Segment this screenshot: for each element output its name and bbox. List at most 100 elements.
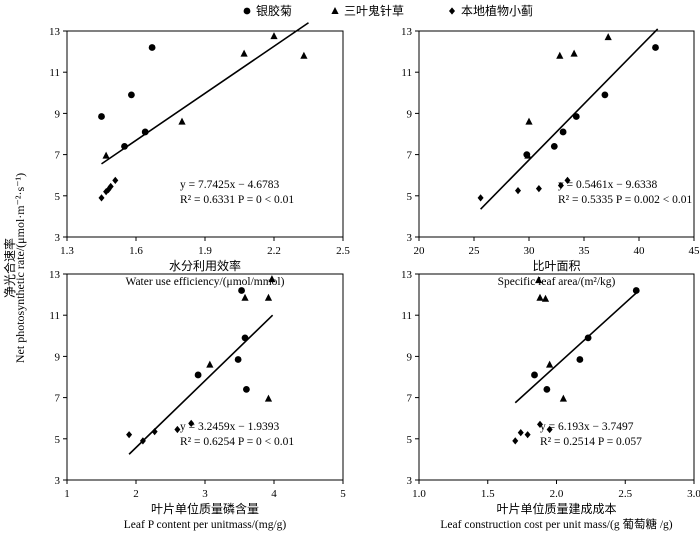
data-point-triangle [240,49,248,57]
data-point-circle [652,44,659,51]
x-tick-label: 25 [469,245,481,257]
regression-equation: y = 6.193x − 3.7497 [540,421,634,433]
data-point-circle [543,385,551,393]
x-tick-label: 1.0 [412,488,426,500]
x-tick-label: 20 [414,245,426,257]
regression-line [128,314,274,455]
data-point-circle [243,385,250,393]
x-axis-label-chinese: 叶片单位质量磷含量 [151,501,259,516]
x-tick-label: 1 [64,488,70,500]
y-tick-label: 9 [55,351,61,363]
data-point-circle [141,128,149,136]
x-tick-label: 35 [579,245,591,257]
y-tick-label: 11 [401,67,412,79]
regression-line [514,289,640,404]
data-point-triangle [541,294,550,302]
data-point-diamond [188,419,195,427]
x-tick-label: 30 [524,245,536,257]
y-tick-label: 11 [49,67,60,79]
scatter-panel-4: 1.0 1.5 2.0 2.5 3.0 3 5 7 9 11 13 y = 6.193x − 3.74… [401,269,700,531]
plot-frame [66,30,344,238]
x-tick-label: 5 [340,488,346,500]
y-tick-label: 9 [407,351,413,363]
data-point-triangle [536,293,544,301]
x-axis-label-chinese: 水分利用效率 [169,258,241,273]
y-tick-label: 5 [55,191,61,203]
y-tick-label: 7 [55,150,61,162]
data-point-circle [576,356,584,363]
x-tick-label: 1.9 [198,245,212,257]
scatter-panel-3: 1 2 3 4 5 3 5 7 9 11 13 y = 3.2459x − 1.9393 R² = 0.… [49,269,346,531]
legend: 银胶菊 三叶鬼针草 本地植物小蓟 [243,3,533,18]
y-tick-label: 13 [49,26,61,38]
y-tick-label: 7 [55,393,61,405]
regression-equation: y = 7.7425x − 4.6783 [180,179,279,191]
x-tick-label: 2.5 [618,488,632,500]
data-point-circle [98,113,105,120]
data-point-diamond [112,176,119,184]
x-tick-label: 1.5 [481,488,495,500]
data-point-circle [559,128,567,136]
data-point-diamond [107,182,114,191]
regression-equation: y = 3.2459x − 1.9393 [180,421,279,433]
data-point-triangle [178,117,186,125]
regression-statistics: R² = 0.2514 P = 0.057 [540,436,642,448]
y-tick-label: 7 [407,150,413,162]
data-point-diamond [477,194,484,202]
data-point-circle [127,91,135,99]
plot-frame [66,273,344,481]
data-point-triangle [604,33,612,41]
data-point-circle [148,44,156,51]
y-tick-label: 9 [407,108,413,120]
data-point-diamond [174,425,181,434]
x-axis-label-chinese: 叶片单位质量建成成本 [496,501,616,516]
data-point-diamond [546,425,553,434]
y-tick-label: 3 [55,232,61,244]
y-tick-label: 13 [49,269,61,281]
legend-label-diamond: 本地植物小蓟 [461,3,533,18]
plot-frame [418,273,695,481]
x-tick-label: 2.5 [336,245,350,257]
x-axis-label: Leaf construction cost per unit mass/(g … [440,517,672,531]
x-tick-label: 3.0 [687,488,700,500]
data-point-circle [572,113,580,120]
x-axis-label: Leaf P content per unitmass/(mg/g) [124,519,287,531]
data-point-circle [241,334,249,342]
data-point-triangle [559,394,567,402]
data-point-triangle [268,275,276,283]
regression-statistics: R² = 0.6254 P = 0 < 0.01 [180,436,294,448]
data-point-triangle [556,51,564,59]
x-tick-label: 2 [133,488,139,500]
y-tick-label: 3 [55,475,61,487]
plot-frame [418,30,695,238]
filled-circle-icon [243,7,251,15]
data-point-diamond [515,187,521,195]
y-tick-label: 3 [407,475,413,487]
data-point-circle [550,142,558,150]
data-point-triangle [241,293,249,301]
regression-line [480,28,659,210]
x-axis-label: Specific leaf area/(m²/kg) [498,276,616,288]
data-point-diamond [557,181,564,190]
x-tick-label: 45 [689,245,700,257]
y-tick-label: 5 [407,191,413,203]
data-point-diamond [512,437,519,445]
data-point-circle [194,371,202,379]
data-point-triangle [206,360,214,368]
data-point-triangle [525,117,533,125]
data-point-triangle [535,276,543,284]
regression-line [101,22,309,165]
y-tick-label: 5 [55,434,61,446]
x-axis-label: Water use efficiency/(μmol/mmol) [126,276,285,288]
data-point-triangle [570,49,578,57]
filled-diamond-icon [449,7,455,15]
data-point-diamond [126,431,133,439]
x-tick-label: 1.6 [129,245,143,257]
data-point-diamond [535,184,542,193]
y-axis-label-chinese: 净光合速率 [2,238,17,298]
data-point-diamond [524,431,531,439]
regression-statistics: R² = 0.6331 P = 0 < 0.01 [180,194,294,206]
x-tick-label: 2.2 [267,245,281,257]
